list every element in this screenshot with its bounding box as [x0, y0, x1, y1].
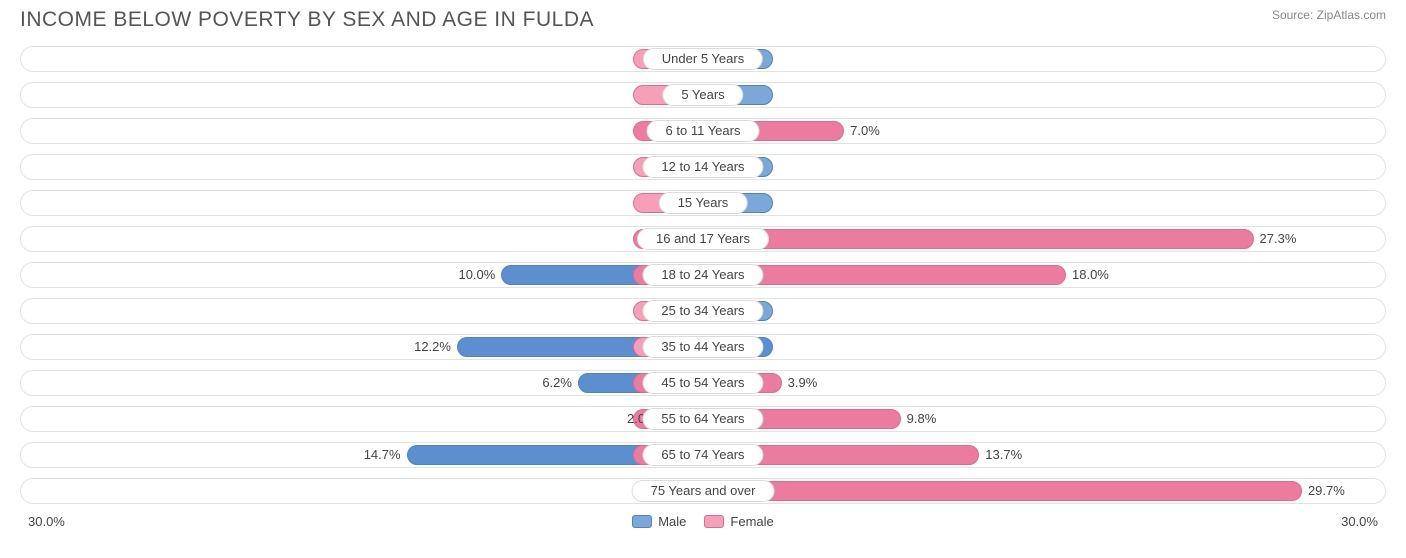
chart-row: 45 to 54 Years 6.2% 3.9% [20, 366, 1386, 400]
category-label: Under 5 Years [643, 48, 763, 70]
chart-row: 5 Years0.0%0.0% [20, 78, 1386, 112]
chart-row: Under 5 Years0.0%0.0% [20, 42, 1386, 76]
category-label: 25 to 34 Years [642, 300, 763, 322]
chart-row: 16 and 17 Years0.0%27.3% [20, 222, 1386, 256]
chart-row: 12 to 14 Years0.0%0.0% [20, 150, 1386, 184]
chart-row: 18 to 24 Years 10.0% 18.0% [20, 258, 1386, 292]
legend: Male Female [632, 514, 774, 529]
female-value: 18.0% [1072, 265, 1109, 285]
chart-row: 75 Years and over0.0%29.7% [20, 474, 1386, 508]
chart-source: Source: ZipAtlas.com [1272, 8, 1386, 22]
chart-area: Under 5 Years0.0%0.0%5 Years0.0%0.0%6 to… [0, 42, 1406, 508]
category-label: 12 to 14 Years [642, 156, 763, 178]
female-swatch [704, 515, 724, 528]
female-value: 9.8% [907, 409, 937, 429]
female-value: 27.3% [1260, 229, 1297, 249]
female-value: 7.0% [850, 121, 880, 141]
category-label: 35 to 44 Years [642, 336, 763, 358]
female-value: 29.7% [1308, 481, 1345, 501]
chart-row: 15 Years0.0%0.0% [20, 186, 1386, 220]
category-label: 45 to 54 Years [642, 372, 763, 394]
category-label: 55 to 64 Years [642, 408, 763, 430]
chart-row: 55 to 64 Years2.0%9.8% [20, 402, 1386, 436]
category-label: 6 to 11 Years [647, 120, 760, 142]
chart-row: 25 to 34 Years0.0%0.0% [20, 294, 1386, 328]
chart-row: 6 to 11 Years0.0%7.0% [20, 114, 1386, 148]
category-label: 5 Years [662, 84, 743, 106]
category-label: 18 to 24 Years [642, 264, 763, 286]
female-value: 3.9% [788, 373, 818, 393]
chart-row: 35 to 44 Years12.2%0.0% [20, 330, 1386, 364]
chart-title: INCOME BELOW POVERTY BY SEX AND AGE IN F… [20, 8, 594, 32]
male-value: 12.2% [414, 337, 451, 357]
axis-label-left: 30.0% [28, 514, 65, 529]
male-swatch [632, 515, 652, 528]
male-value: 14.7% [364, 445, 401, 465]
category-label: 15 Years [659, 192, 748, 214]
category-label: 16 and 17 Years [637, 228, 769, 250]
legend-male: Male [632, 514, 686, 529]
legend-female: Female [704, 514, 773, 529]
male-value: 10.0% [458, 265, 495, 285]
female-value: 13.7% [985, 445, 1022, 465]
male-value: 6.2% [542, 373, 572, 393]
legend-female-label: Female [730, 514, 773, 529]
category-label: 65 to 74 Years [642, 444, 763, 466]
category-label: 75 Years and over [632, 480, 775, 502]
chart-row: 65 to 74 Years 14.7% 13.7% [20, 438, 1386, 472]
legend-male-label: Male [658, 514, 686, 529]
axis-label-right: 30.0% [1341, 514, 1378, 529]
